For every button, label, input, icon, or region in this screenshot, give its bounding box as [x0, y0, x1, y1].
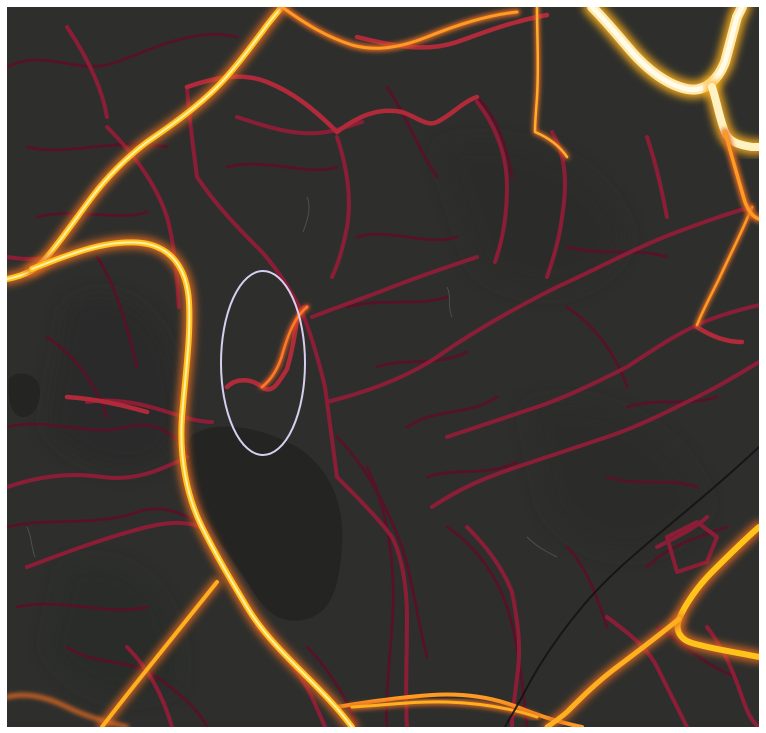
- dark-spot: [8, 373, 41, 418]
- heat-layer-max: [583, 7, 759, 223]
- heat-layer-orange: [7, 7, 755, 727]
- heatmap-map[interactable]: [7, 7, 759, 727]
- dark-patch: [186, 426, 343, 621]
- railway-line: [504, 446, 759, 727]
- highlight-circle[interactable]: [220, 270, 306, 456]
- faint-trails: [26, 196, 558, 558]
- heat-layer-peak: [7, 7, 759, 727]
- heat-layer-low: [7, 32, 739, 727]
- heat-layer-mid: [7, 25, 759, 727]
- heatmap-canvas: [7, 7, 759, 727]
